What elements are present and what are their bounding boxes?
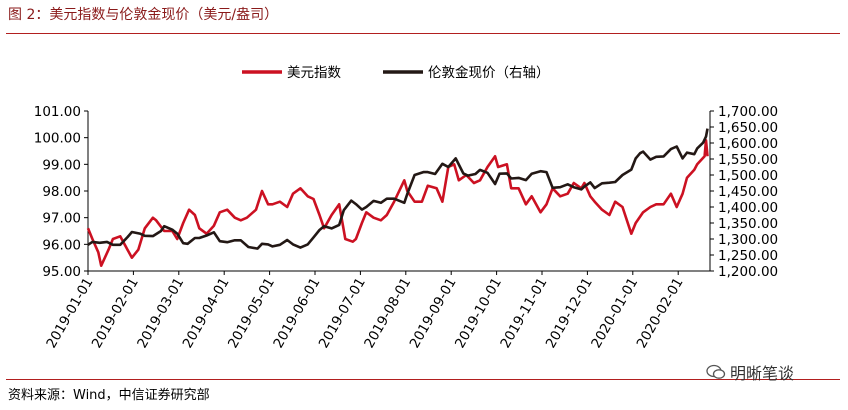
legend-gold-price-label: 伦敦金现价（右轴） — [428, 65, 550, 81]
right-tick-label: 1,700.00 — [718, 104, 778, 120]
source-note: 资料来源：Wind，中信证券研究部 — [8, 388, 210, 403]
x-tick-label: 2019-04-01 — [180, 275, 233, 351]
left-tick-label: 98.00 — [42, 184, 81, 200]
x-tick-label: 2019-11-01 — [497, 275, 550, 351]
footer-rule — [6, 379, 840, 380]
x-tick-label: 2020-02-01 — [634, 275, 687, 351]
right-tick-label: 1,350.00 — [718, 216, 778, 232]
right-tick-label: 1,400.00 — [718, 200, 778, 216]
x-tick-label: 2019-08-01 — [361, 275, 414, 351]
x-tick-label: 2019-06-01 — [270, 275, 323, 351]
left-tick-label: 100.00 — [34, 131, 81, 147]
left-tick-label: 96.00 — [42, 237, 81, 253]
chart-legend: 美元指数 伦敦金现价（右轴） — [242, 65, 550, 81]
title-rule — [6, 33, 840, 34]
usd-index-line — [86, 139, 709, 267]
x-tick-label: 2019-01-01 — [43, 275, 96, 351]
right-tick-label: 1,600.00 — [718, 136, 778, 152]
gold-price-line — [87, 128, 709, 250]
right-tick-label: 1,250.00 — [718, 248, 778, 264]
right-tick-label: 1,650.00 — [718, 120, 778, 136]
chart-area: 95.00 96.00 97.00 98.00 99.00 100.00 101.00 1,2… — [34, 65, 778, 351]
watermark-text: 明晰笔谈 — [730, 364, 795, 383]
chart-series — [86, 128, 709, 267]
left-tick-label: 95.00 — [42, 264, 81, 280]
left-tick-label: 99.00 — [42, 157, 81, 173]
x-tick-label: 2019-03-01 — [134, 275, 187, 351]
right-tick-label: 1,500.00 — [718, 168, 778, 184]
x-tick-label: 2019-10-01 — [452, 275, 505, 351]
left-tick-label: 101.00 — [34, 104, 81, 120]
right-tick-label: 1,200.00 — [718, 264, 778, 280]
x-tick-label: 2019-02-01 — [89, 275, 142, 351]
x-tick-label: 2020-01-01 — [588, 275, 641, 351]
x-tick-label: 2019-09-01 — [407, 275, 460, 351]
right-tick-label: 1,550.00 — [718, 152, 778, 168]
chart-title: 图 2：美元指数与伦敦金现价（美元/盎司） — [8, 7, 279, 23]
x-tick-label: 2019-07-01 — [316, 275, 369, 351]
left-tick-label: 97.00 — [42, 211, 81, 227]
right-tick-label: 1,450.00 — [718, 184, 778, 200]
right-tick-label: 1,300.00 — [718, 232, 778, 248]
x-tick-label: 2019-12-01 — [543, 275, 596, 351]
wechat-icon — [706, 364, 726, 379]
x-tick-label: 2019-05-01 — [225, 275, 278, 351]
legend-usd-index-label: 美元指数 — [287, 65, 341, 81]
watermark: 明晰笔谈 — [706, 360, 794, 384]
